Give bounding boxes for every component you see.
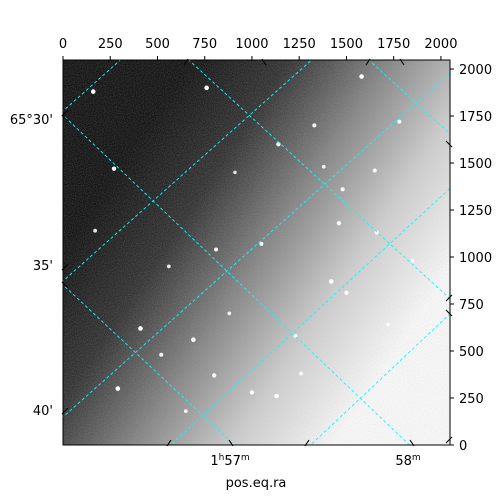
- dec-tick-label: 35': [33, 259, 53, 274]
- top-tick-label: 2000: [424, 37, 457, 52]
- right-tick-label: 1750: [459, 110, 492, 125]
- right-tick-label: 1500: [459, 157, 492, 172]
- right-tick-label: 0: [459, 439, 467, 454]
- dec-tick-mark: [61, 407, 69, 415]
- star-4: [111, 166, 117, 171]
- star-5: [340, 187, 345, 192]
- ra-tick-label: 58m: [395, 453, 420, 469]
- world-tick-mark: [445, 140, 453, 148]
- star-29: [410, 258, 415, 263]
- dec-grid-line: [309, 313, 450, 445]
- top-pixel-axis: 0 250 500 750 1000 1250 1500 1750 2000: [59, 37, 457, 60]
- star-20: [214, 247, 219, 252]
- dec-tick-mark: [61, 281, 69, 289]
- star-1: [204, 85, 209, 91]
- dec-grid-line: [63, 72, 450, 418]
- star-30: [233, 170, 237, 175]
- top-tick-label: 250: [98, 37, 123, 52]
- right-tick-label: 500: [459, 345, 484, 360]
- ra-grid-line: [368, 60, 450, 135]
- top-tick-label: 1250: [283, 37, 316, 52]
- world-tick-mark: [399, 58, 405, 66]
- star-9: [344, 290, 349, 295]
- star-16: [159, 352, 164, 357]
- world-tick-mark: [183, 58, 189, 66]
- dec-tick-mark: [61, 109, 69, 117]
- coordinate-grid: [63, 60, 450, 445]
- star-26: [183, 409, 188, 414]
- ra-tick-mark: [166, 439, 172, 447]
- world-tick-mark: [445, 436, 453, 444]
- star-31: [386, 322, 390, 327]
- ra-tick-mark: [228, 439, 234, 447]
- ra-grid-line: [188, 60, 450, 300]
- star-6: [372, 168, 377, 173]
- star-2: [359, 74, 364, 79]
- star-28: [321, 164, 326, 169]
- star-14: [274, 393, 279, 399]
- star-23: [166, 264, 171, 269]
- right-tick-label: 2000: [459, 63, 492, 78]
- dec-tick-mark: [61, 114, 69, 122]
- star-21: [397, 119, 402, 124]
- world-tick-mark: [445, 294, 453, 302]
- top-tick-label: 1000: [235, 37, 268, 52]
- right-tick-label: 750: [459, 298, 484, 313]
- star-24: [227, 311, 232, 316]
- ra-grid-line: [63, 284, 235, 445]
- star-27: [93, 228, 98, 233]
- star-field: [90, 74, 415, 414]
- star-7: [336, 221, 342, 226]
- star-10: [138, 326, 143, 331]
- star-17: [374, 230, 379, 235]
- ra-grid-line: [63, 114, 411, 445]
- star-0: [90, 89, 96, 94]
- star-12: [212, 373, 217, 378]
- dec-tick-label: 65°30': [10, 113, 53, 128]
- dec-tick-label: 40': [33, 404, 53, 419]
- ra-tick-label: 1h57m: [210, 453, 249, 469]
- plot-area: [63, 60, 450, 445]
- world-axes: 65°30' 35' 40' 1h57m 58m: [10, 58, 453, 469]
- top-tick-label: 500: [145, 37, 170, 52]
- right-tick-label: 250: [459, 392, 484, 407]
- star-8: [329, 279, 334, 284]
- star-15: [249, 390, 255, 395]
- star-13: [115, 386, 121, 391]
- top-tick-label: 750: [192, 37, 217, 52]
- right-tick-label: 1250: [459, 204, 492, 219]
- star-25: [299, 371, 304, 376]
- world-tick-mark: [365, 58, 371, 66]
- star-3: [276, 142, 281, 147]
- world-tick-mark: [261, 58, 267, 66]
- right-pixel-axis: 0 250 500 750 1000 1250 1500 1750 2000: [450, 63, 492, 454]
- ra-tick-mark: [304, 439, 310, 447]
- dec-tick-mark: [61, 263, 69, 271]
- top-tick-label: 0: [59, 37, 67, 52]
- world-tick-mark: [445, 309, 453, 317]
- right-tick-label: 1000: [459, 251, 492, 266]
- plot-frame: [62, 59, 451, 446]
- star-19: [259, 241, 264, 246]
- star-11: [191, 337, 196, 343]
- x-axis-label: pos.eq.ra: [226, 476, 287, 491]
- dec-grid-line: [170, 187, 450, 445]
- sky-noise: [63, 60, 450, 445]
- top-tick-label: 1750: [377, 37, 410, 52]
- top-tick-label: 1500: [330, 37, 363, 52]
- star-18: [312, 123, 317, 128]
- ra-tick-mark: [409, 439, 415, 447]
